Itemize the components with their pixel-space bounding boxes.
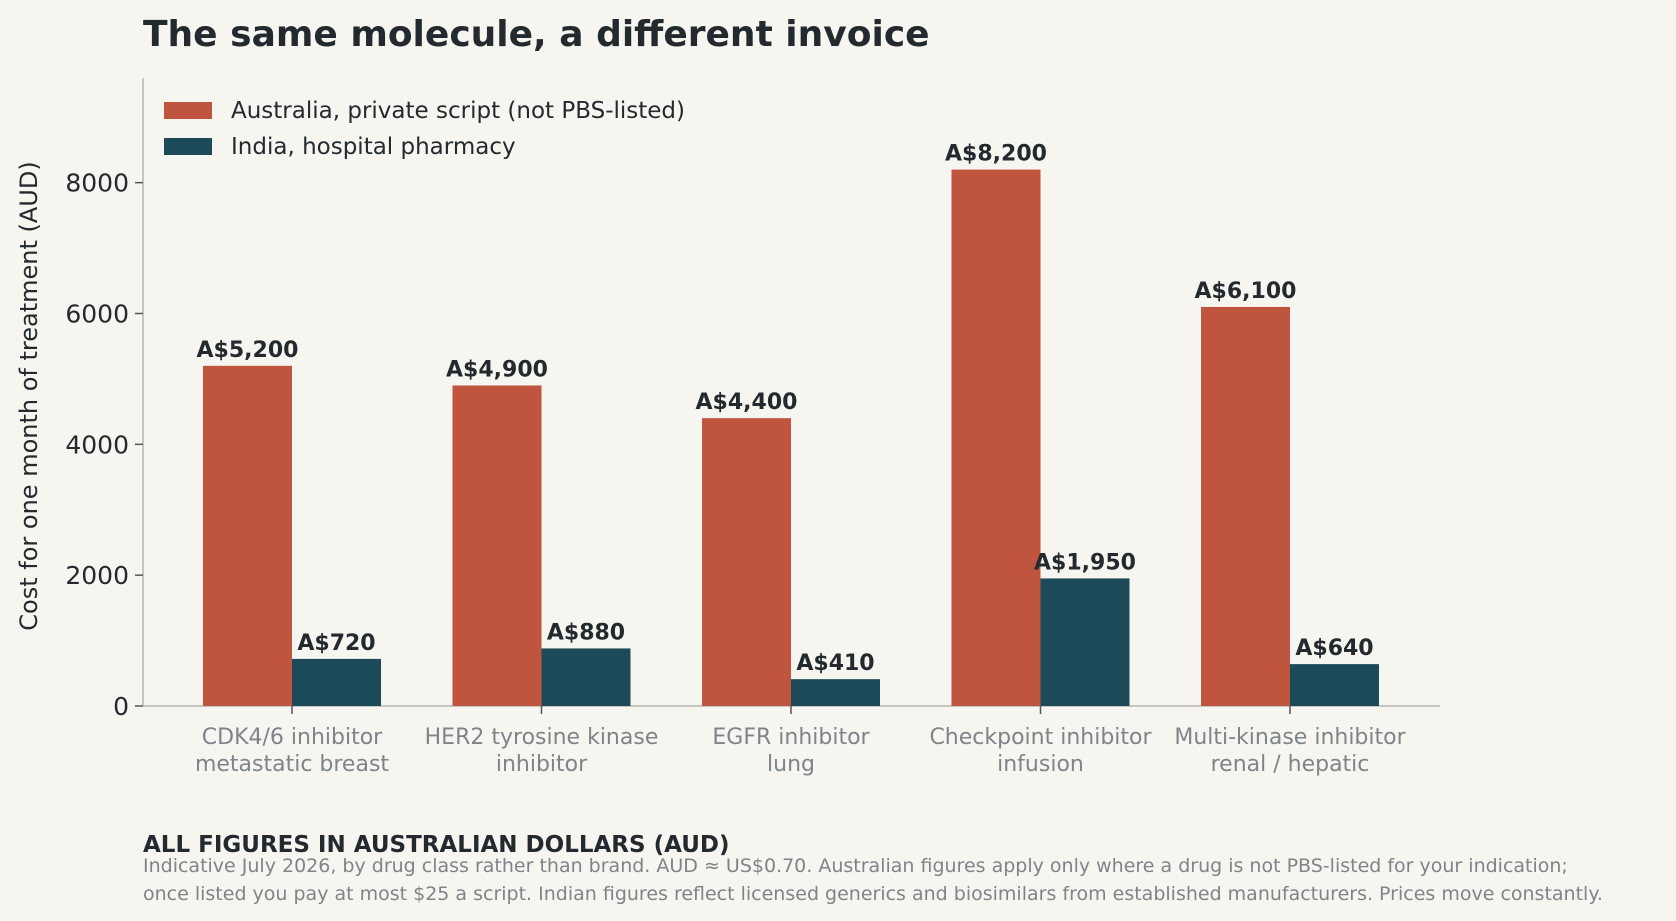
bar-india-3 bbox=[1040, 578, 1130, 706]
y-tick-label: 6000 bbox=[65, 300, 129, 329]
x-tick-label: infusion bbox=[997, 752, 1084, 777]
bar-australia-3 bbox=[951, 169, 1041, 707]
bar-value-label: A$8,200 bbox=[945, 142, 1047, 167]
y-tick-label: 2000 bbox=[65, 561, 129, 590]
legend-label: Australia, private script (not PBS-liste… bbox=[231, 98, 685, 124]
bar-australia-2 bbox=[702, 418, 791, 706]
notes-heading: ALL FIGURES IN AUSTRALIAN DOLLARS (AUD) bbox=[143, 832, 730, 858]
bar-value-label: A$6,100 bbox=[1195, 279, 1297, 304]
x-tick-label: Checkpoint inhibitor bbox=[929, 725, 1152, 750]
bar-australia-4 bbox=[1201, 306, 1290, 706]
x-tick-label: HER2 tyrosine kinase bbox=[425, 725, 659, 750]
bar-india-0 bbox=[292, 658, 381, 706]
x-tick-label: lung bbox=[767, 752, 815, 777]
x-tick-label: Multi-kinase inhibitor bbox=[1174, 725, 1406, 750]
legend-label: India, hospital pharmacy bbox=[231, 134, 516, 160]
legend-swatch bbox=[164, 102, 212, 119]
x-tick-label: CDK4/6 inhibitor bbox=[202, 725, 383, 750]
y-tick-label: 8000 bbox=[65, 169, 129, 198]
bar-value-label: A$4,400 bbox=[696, 390, 798, 415]
x-tick-label: metastatic breast bbox=[195, 752, 389, 777]
bar-value-label: A$880 bbox=[547, 620, 625, 645]
bar-value-label: A$720 bbox=[297, 631, 375, 656]
legend-swatch bbox=[164, 138, 212, 155]
bar-value-label: A$5,200 bbox=[197, 338, 299, 363]
bar-india-1 bbox=[541, 648, 631, 706]
notes-line-1: Indicative July 2026, by drug class rath… bbox=[143, 855, 1568, 877]
y-axis-label: Cost for one month of treatment (AUD) bbox=[15, 161, 43, 630]
y-tick-label: 0 bbox=[113, 692, 129, 721]
x-tick-label: EGFR inhibitor bbox=[712, 725, 870, 750]
bar-india-2 bbox=[791, 679, 880, 706]
y-tick-label: 4000 bbox=[65, 430, 129, 459]
bar-value-label: A$4,900 bbox=[446, 357, 548, 382]
bar-australia-1 bbox=[452, 385, 542, 706]
bar-value-label: A$640 bbox=[1295, 636, 1373, 661]
notes-line-2: once listed you pay at most $25 a script… bbox=[143, 883, 1603, 905]
bar-value-label: A$1,950 bbox=[1034, 550, 1136, 575]
bar-value-label: A$410 bbox=[796, 651, 874, 676]
chart-title: The same molecule, a different invoice bbox=[143, 14, 930, 55]
x-tick-label: inhibitor bbox=[496, 752, 588, 777]
x-tick-label: renal / hepatic bbox=[1211, 752, 1370, 777]
bar-india-4 bbox=[1290, 664, 1379, 706]
bar-australia-0 bbox=[203, 365, 292, 706]
